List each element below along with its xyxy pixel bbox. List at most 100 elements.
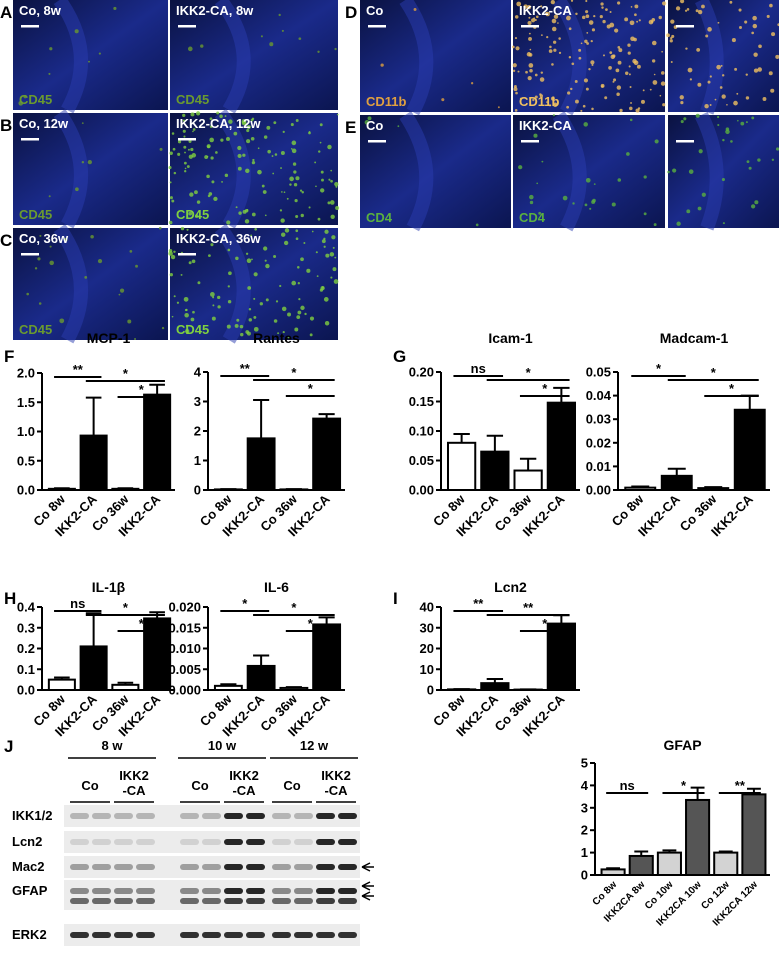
stain-dot — [320, 142, 322, 144]
stain-dot — [680, 101, 683, 104]
stain-dot — [190, 148, 193, 151]
stain-dot — [529, 53, 533, 57]
stain-dot — [330, 180, 333, 183]
stain-dot — [170, 273, 173, 276]
stain-dot — [610, 11, 612, 13]
stain-dot — [552, 19, 557, 24]
y-tick-label: 0 — [581, 868, 588, 883]
stain-dot — [617, 1, 620, 4]
error-bar — [253, 656, 269, 666]
scale-bar — [21, 25, 39, 28]
y-tick-label: 30 — [420, 620, 434, 635]
stain-dot — [294, 183, 297, 186]
stain-dot — [253, 316, 256, 319]
blot-band — [180, 932, 199, 938]
stain-dot — [612, 202, 616, 206]
blot-band — [338, 813, 357, 819]
stain-dot — [512, 46, 515, 49]
stain-dot — [82, 122, 84, 124]
blot-band — [70, 888, 89, 894]
stain-dot — [317, 275, 319, 277]
stain-dot — [717, 116, 719, 118]
significance-label: * — [291, 365, 297, 380]
stain-dot — [295, 199, 298, 202]
stain-dot — [566, 106, 569, 109]
stain-dot — [518, 165, 522, 169]
stain-dot — [170, 181, 172, 183]
stain-dot — [718, 22, 720, 24]
stain-dot — [295, 176, 299, 180]
stain-dot — [246, 253, 248, 255]
stain-dot — [666, 33, 670, 37]
stain-dot — [267, 150, 271, 154]
stain-dot — [197, 281, 200, 284]
blot-band — [136, 888, 155, 894]
stain-dot — [160, 148, 163, 151]
stain-dot — [627, 44, 630, 47]
stain-dot — [567, 91, 570, 94]
stain-dot — [671, 61, 673, 63]
stain-dot — [746, 121, 748, 123]
stain-dot — [226, 220, 230, 224]
stain-dot — [245, 169, 249, 173]
stain-dot — [221, 181, 223, 183]
group-label: 12 w — [300, 738, 329, 753]
bar — [602, 869, 625, 875]
image-label: Co, 12w — [19, 116, 69, 131]
chart-title: Lcn2 — [494, 579, 527, 595]
stain-dot — [240, 333, 243, 336]
blot-band — [92, 888, 111, 894]
stain-dot — [280, 209, 282, 211]
blot-band — [92, 898, 111, 904]
stain-dot — [584, 78, 588, 82]
stain-dot — [752, 16, 757, 21]
stain-dot — [602, 20, 605, 23]
blot-band — [224, 864, 243, 870]
blot-band — [114, 898, 133, 904]
stain-dot — [529, 195, 534, 200]
stain-dot — [75, 29, 79, 33]
scale-bar — [368, 140, 386, 143]
stain-dot — [616, 93, 620, 97]
stain-dot — [337, 114, 339, 116]
stain-dot — [696, 9, 699, 12]
y-tick-label: 3 — [194, 394, 201, 409]
stain-dot — [297, 311, 301, 315]
stain-dot — [744, 21, 747, 24]
stain-dot — [617, 85, 621, 89]
stain-dot — [49, 195, 51, 197]
blot-band — [246, 813, 265, 819]
scale-bar — [676, 25, 694, 28]
stain-dot — [296, 237, 299, 240]
blot-band — [338, 932, 357, 938]
stain-dot — [247, 258, 252, 263]
stain-dot — [194, 190, 198, 194]
stain-dot — [296, 119, 299, 122]
stain-dot — [185, 309, 187, 311]
image-label: Co — [366, 118, 383, 133]
stain-dot — [541, 161, 543, 163]
stain-dot — [525, 71, 528, 74]
stain-dot — [626, 152, 630, 156]
stain-dot — [261, 35, 263, 37]
stain-dot — [49, 261, 54, 266]
stain-dot — [320, 123, 323, 126]
stain-dot — [298, 282, 300, 284]
stain-dot — [591, 64, 593, 66]
panel-label: G — [393, 347, 406, 366]
stain-dot — [513, 63, 517, 67]
y-tick-label: 0.01 — [586, 459, 611, 474]
stain-dot — [246, 139, 250, 143]
stain-dot — [753, 52, 757, 56]
significance-label: * — [656, 361, 662, 376]
blot-band — [202, 888, 221, 894]
stain-dot — [630, 20, 635, 25]
stain-dot — [618, 178, 622, 182]
bar — [662, 476, 692, 490]
lane-label: Co — [191, 778, 208, 793]
stain-dot — [171, 200, 174, 203]
stain-dot — [721, 65, 723, 67]
